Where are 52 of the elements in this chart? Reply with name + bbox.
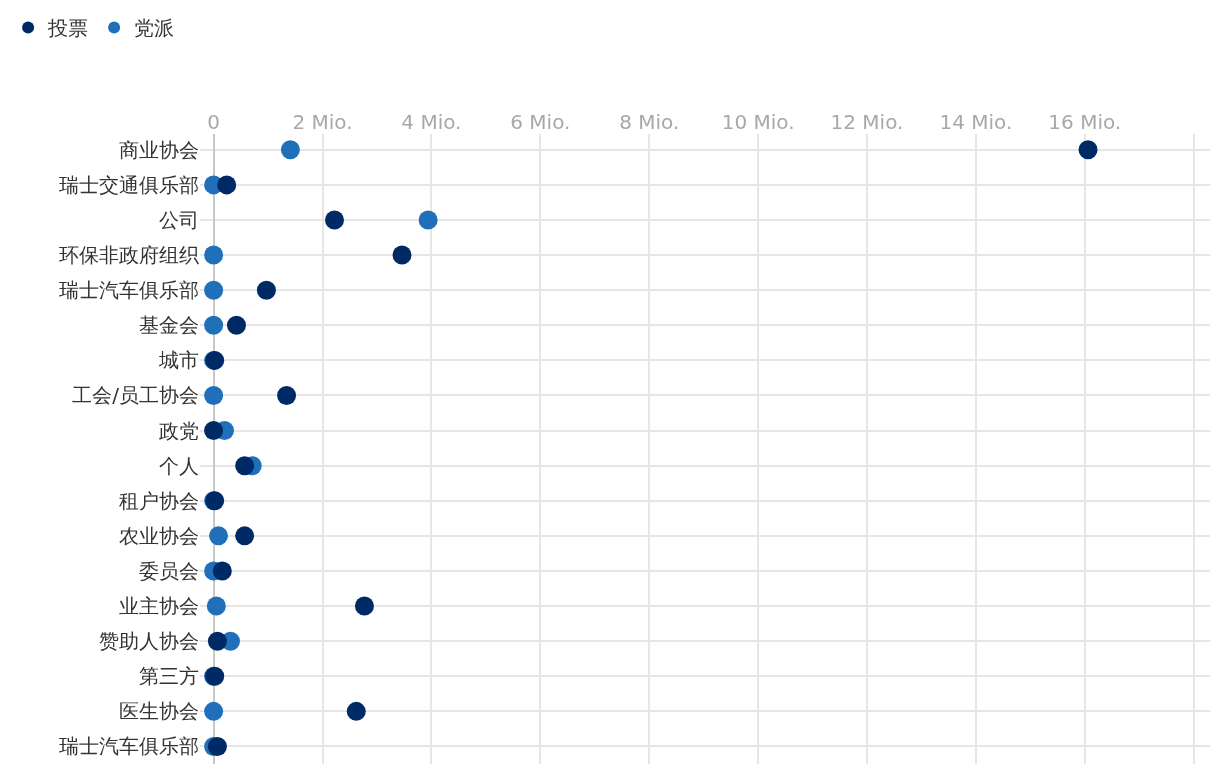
x-tick-label: 12 Mio. xyxy=(830,110,904,134)
point xyxy=(354,596,374,616)
x-tick-label: 14 Mio. xyxy=(939,110,1013,134)
x-tick-label: 10 Mio. xyxy=(721,110,795,134)
x-tick-label: 8 Mio. xyxy=(619,110,680,134)
point xyxy=(209,526,229,546)
point xyxy=(235,456,255,476)
point xyxy=(418,210,438,230)
x-tick-label: 4 Mio. xyxy=(401,110,462,134)
y-tick-label: 商业协会 xyxy=(119,137,199,162)
x-tick-label: 6 Mio. xyxy=(510,110,571,134)
y-tick-label: 赞助人协会 xyxy=(99,629,199,654)
point xyxy=(204,701,224,721)
y-tick-label: 工会/员工协会 xyxy=(72,383,199,408)
point xyxy=(207,631,227,651)
point xyxy=(256,280,276,300)
point xyxy=(392,245,412,265)
y-tick-label: 个人 xyxy=(159,453,199,478)
y-tick-label: 瑞士交通俱乐部 xyxy=(59,172,199,197)
point xyxy=(212,561,232,581)
x-tick-label: 0 xyxy=(207,110,220,134)
y-tick-label: 第三方 xyxy=(139,664,199,689)
point xyxy=(325,210,344,230)
point xyxy=(204,421,224,441)
point xyxy=(204,280,224,300)
point xyxy=(1078,140,1098,160)
point xyxy=(280,140,300,160)
point xyxy=(226,315,246,335)
y-tick-label: 基金会 xyxy=(139,313,199,338)
legend-label: 党派 xyxy=(134,16,175,41)
x-tick-label: 16 Mio. xyxy=(1048,110,1122,134)
y-tick-label: 城市 xyxy=(158,348,199,373)
point xyxy=(204,315,224,335)
y-tick-label: 农业协会 xyxy=(119,523,199,548)
y-tick-label: 租户协会 xyxy=(119,488,199,513)
y-tick-label: 委员会 xyxy=(139,558,199,583)
y-tick-label: 医生协会 xyxy=(119,699,199,724)
point xyxy=(346,701,366,721)
x-tick-label: 2 Mio. xyxy=(292,110,353,134)
legend-label: 投票 xyxy=(47,16,89,41)
y-tick-label: 瑞士汽车俱乐部 xyxy=(59,734,199,759)
y-tick-label: 政党 xyxy=(159,418,199,443)
y-tick-label: 瑞士汽车俱乐部 xyxy=(59,278,199,303)
point xyxy=(235,526,255,546)
y-tick-label: 公司 xyxy=(159,207,199,232)
point xyxy=(277,385,297,405)
point xyxy=(204,385,224,405)
y-tick-label: 环保非政府组织 xyxy=(59,243,199,268)
y-tick-label: 业主协会 xyxy=(119,594,199,619)
point xyxy=(206,596,226,616)
point xyxy=(217,175,237,195)
point xyxy=(204,245,224,265)
